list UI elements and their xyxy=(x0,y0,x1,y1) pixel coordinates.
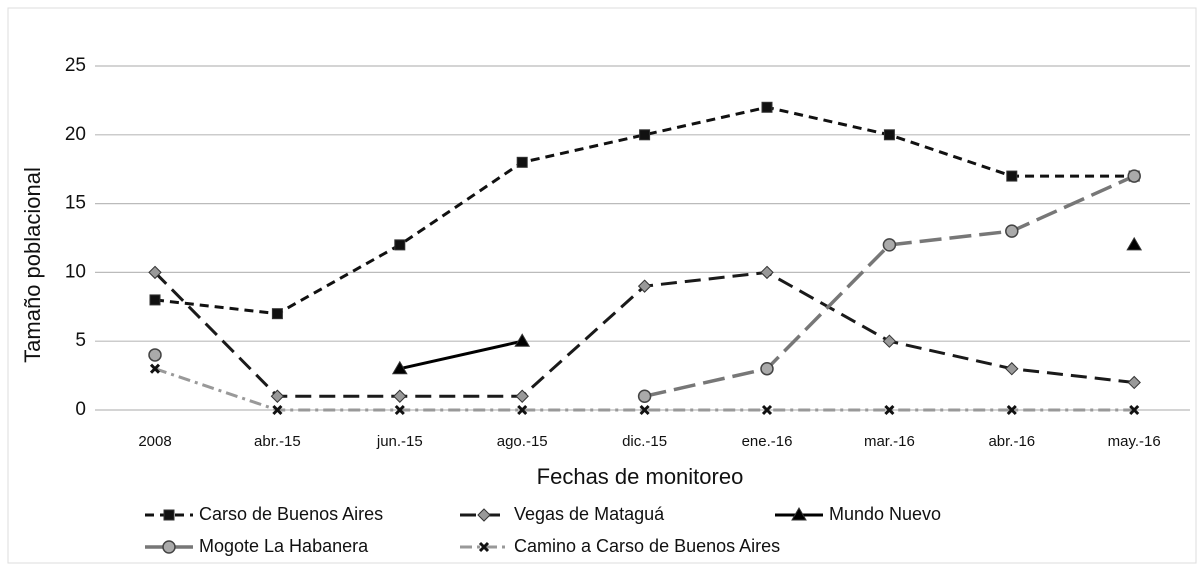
marker xyxy=(163,509,175,521)
marker xyxy=(760,361,774,376)
marker xyxy=(148,265,162,280)
x-axis-label: Fechas de monitoreo xyxy=(537,464,744,489)
marker xyxy=(272,404,283,416)
y-tick-label: 15 xyxy=(65,193,86,214)
marker xyxy=(639,404,650,416)
marker xyxy=(516,156,528,168)
legend-entry: Mogote La Habanera xyxy=(145,536,369,556)
marker xyxy=(882,238,897,252)
series-line xyxy=(644,174,1135,398)
marker xyxy=(1127,375,1141,390)
marker xyxy=(514,333,531,347)
marker xyxy=(393,389,407,403)
marker xyxy=(1005,362,1019,376)
chart-frame xyxy=(7,7,1197,564)
marker xyxy=(1006,404,1017,416)
legend-label: Mundo Nuevo xyxy=(829,504,941,524)
marker xyxy=(149,363,161,374)
x-tick-label: dic.-15 xyxy=(622,433,667,450)
y-tick-label: 20 xyxy=(65,124,86,145)
legend-entry: Camino a Carso de Buenos Aires xyxy=(460,536,780,556)
marker xyxy=(760,265,774,280)
legend-entry: Vegas de Mataguá xyxy=(460,504,665,524)
marker xyxy=(1127,169,1141,183)
marker xyxy=(761,404,773,416)
marker xyxy=(394,239,406,251)
legend-label: Vegas de Mataguá xyxy=(514,504,665,524)
marker xyxy=(515,389,529,403)
marker xyxy=(394,404,405,416)
y-tick-label: 0 xyxy=(75,399,86,420)
marker xyxy=(149,294,161,306)
marker xyxy=(148,348,162,362)
y-tick-label: 5 xyxy=(75,330,86,351)
marker xyxy=(162,540,176,554)
x-tick-label: jun.-15 xyxy=(376,433,423,450)
marker xyxy=(391,360,408,375)
x-tick-label: 2008 xyxy=(138,433,171,450)
x-tick-label: may.-16 xyxy=(1108,433,1161,450)
legend-entry: Carso de Buenos Aires xyxy=(145,504,383,524)
marker xyxy=(637,279,652,293)
y-axis-label: Tamaño poblacional xyxy=(20,167,45,363)
series xyxy=(148,169,1141,403)
marker xyxy=(517,404,528,416)
marker xyxy=(791,507,807,521)
legend-label: Camino a Carso de Buenos Aires xyxy=(514,536,780,556)
legend-entry: Mundo Nuevo xyxy=(775,504,941,524)
marker xyxy=(637,389,652,403)
marker xyxy=(761,101,773,113)
marker xyxy=(1126,236,1143,251)
y-tick-label: 10 xyxy=(65,261,86,282)
marker xyxy=(270,389,285,403)
series xyxy=(391,236,1143,375)
y-tick-label: 25 xyxy=(65,55,86,76)
legend-label: Carso de Buenos Aires xyxy=(199,504,383,524)
marker xyxy=(1129,404,1140,416)
x-tick-label: ago.-15 xyxy=(497,433,548,450)
marker xyxy=(882,334,897,348)
series-line xyxy=(154,105,1135,316)
series-line xyxy=(154,367,1135,412)
x-tick-label: ene.-16 xyxy=(742,433,793,450)
marker xyxy=(1005,224,1019,238)
marker xyxy=(883,129,895,141)
marker xyxy=(639,129,651,141)
marker xyxy=(271,308,283,320)
marker xyxy=(477,508,491,522)
marker xyxy=(478,541,490,553)
x-tick-label: mar.-16 xyxy=(864,433,915,450)
x-tick-label: abr.-16 xyxy=(988,433,1035,450)
series xyxy=(148,265,1141,403)
marker xyxy=(1006,170,1018,182)
marker xyxy=(884,404,895,416)
legend-label: Mogote La Habanera xyxy=(199,536,369,556)
x-tick-label: abr.-15 xyxy=(254,433,301,450)
series xyxy=(149,363,1140,416)
